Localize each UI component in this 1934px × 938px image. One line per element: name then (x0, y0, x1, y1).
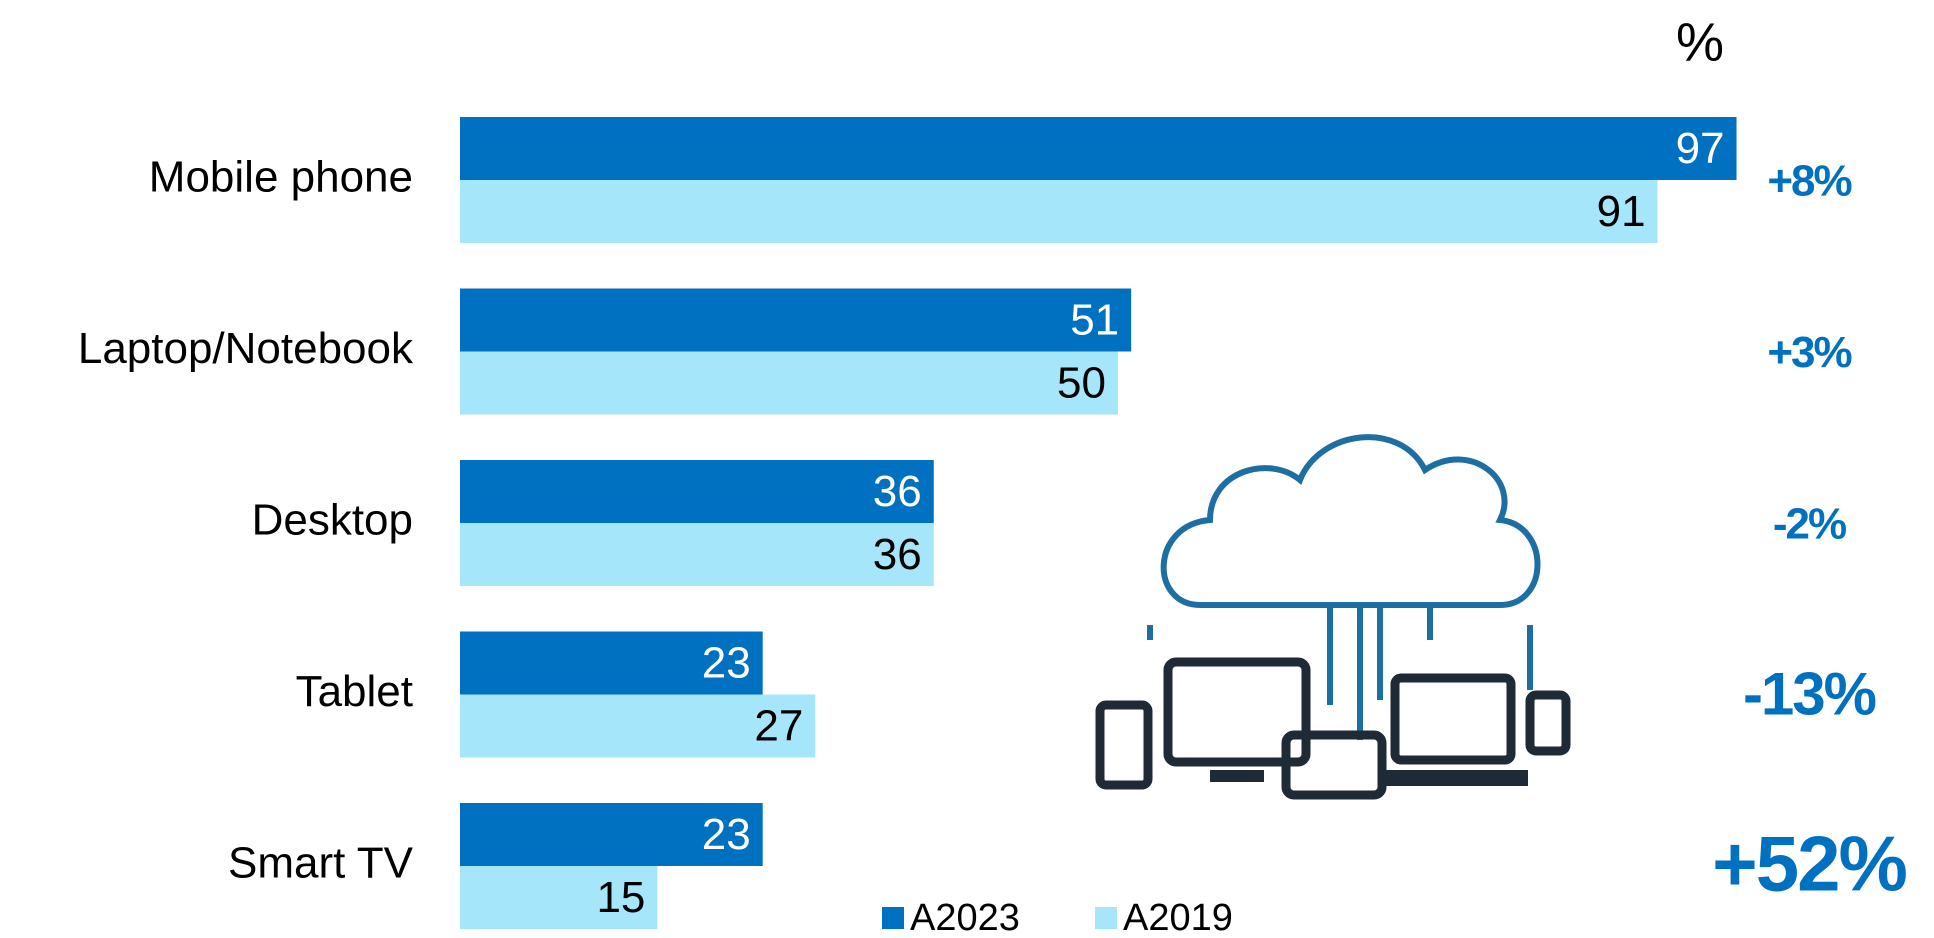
bar (460, 289, 1131, 352)
change-annotation: +8% (1767, 157, 1851, 206)
bar (460, 523, 934, 586)
value-label: 97 (1676, 124, 1725, 173)
value-label: 27 (754, 702, 803, 751)
legend-label: A2023 (910, 897, 1020, 938)
legend-label: A2019 (1123, 897, 1233, 938)
value-label: 36 (873, 530, 922, 579)
category-label: Laptop/Notebook (78, 324, 414, 373)
change-annotation: +52% (1712, 820, 1906, 908)
bar (460, 180, 1658, 243)
change-annotation: -2% (1773, 500, 1846, 549)
value-label: 51 (1070, 296, 1119, 345)
legend: A2023 A2019 (882, 897, 1233, 938)
value-label: 36 (873, 467, 922, 516)
legend-swatch (1095, 907, 1117, 929)
category-label: Mobile phone (149, 153, 413, 202)
value-label: 50 (1057, 359, 1106, 408)
value-label: 23 (702, 810, 751, 859)
value-label: 23 (702, 639, 751, 688)
category-label: Smart TV (228, 839, 414, 888)
chart: % A2023 A2019 Mobile phone 97 91 +8% Laptop/N… (0, 0, 1934, 938)
bar (460, 117, 1737, 180)
change-annotation: +3% (1767, 328, 1851, 377)
unit-label: % (1676, 12, 1724, 72)
cloud-devices-icon (1100, 437, 1566, 795)
value-label: 91 (1597, 187, 1646, 236)
value-label: 15 (596, 873, 645, 922)
bar (460, 460, 934, 523)
category-label: Tablet (296, 667, 413, 716)
category-label: Desktop (252, 496, 413, 545)
legend-swatch (882, 907, 904, 929)
change-annotation: -13% (1743, 660, 1876, 727)
bar (460, 352, 1118, 415)
